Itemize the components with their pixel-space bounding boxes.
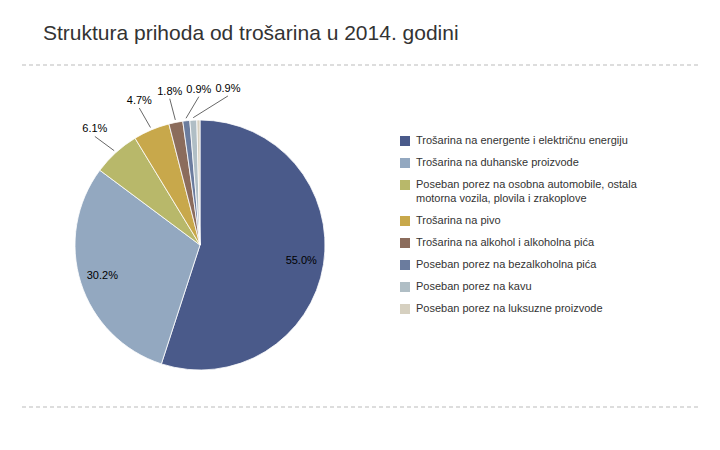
leader-line [139,108,150,127]
legend-swatch [400,260,410,270]
legend-item: Poseban porez na luksuzne proizvode [400,302,603,314]
data-label: 0.9% [186,83,211,95]
legend-swatch [400,282,410,292]
slices [75,120,325,370]
chart: Struktura prihoda od trošarina u 2014. g… [0,0,720,450]
leader-line [170,99,176,120]
legend-item: Poseban porez na osobna automobile, osta… [400,178,638,204]
legend-label: Trošarina na alkohol i alkoholna pića [416,236,595,248]
legend-label: Poseban porez na kavu [416,280,532,292]
data-label: 4.7% [127,94,152,106]
legend: Trošarina na energente i električnu ener… [400,134,638,314]
leader-line [193,96,228,118]
slice [197,120,200,245]
slice [190,120,200,245]
legend-label: Poseban porez na luksuzne proizvode [416,302,603,314]
data-label: 1.8% [157,85,182,97]
data-label: 0.9% [215,82,240,94]
legend-label: Poseban porez na osobna automobile, osta… [416,178,638,204]
legend-item: Trošarina na energente i električnu ener… [400,134,628,146]
data-label: 55.0% [286,254,317,266]
data-label: 6.1% [82,122,107,134]
legend-item: Trošarina na pivo [400,214,501,226]
legend-label: Trošarina na duhanske proizvode [416,156,579,168]
data-labels: 55.0% 30.2% 6.1% 4.7% 1.8% 0.9% 0.9% [82,82,317,281]
legend-swatch [400,304,410,314]
legend-swatch [400,180,410,190]
separator [22,407,698,408]
legend-item: Poseban porez na kavu [400,280,532,292]
legend-swatch [400,238,410,248]
title: Struktura prihoda od trošarina u 2014. g… [43,21,459,44]
leader-line [95,136,114,150]
legend-swatch [400,216,410,226]
slice [183,120,200,245]
legend-label: Trošarina na pivo [416,214,501,226]
legend-item: Trošarina na alkohol i alkoholna pića [400,236,595,248]
legend-item: Poseban porez na bezalkoholna pića [400,258,597,270]
legend-item: Trošarina na duhanske proizvode [400,156,579,168]
pie: 55.0% 30.2% 6.1% 4.7% 1.8% 0.9% 0.9% [75,82,325,370]
legend-label: Poseban porez na bezalkoholna pića [416,258,597,270]
legend-label: Trošarina na energente i električnu ener… [416,134,628,146]
legend-swatch [400,158,410,168]
legend-swatch [400,136,410,146]
separator [22,65,698,66]
data-label: 30.2% [87,269,118,281]
